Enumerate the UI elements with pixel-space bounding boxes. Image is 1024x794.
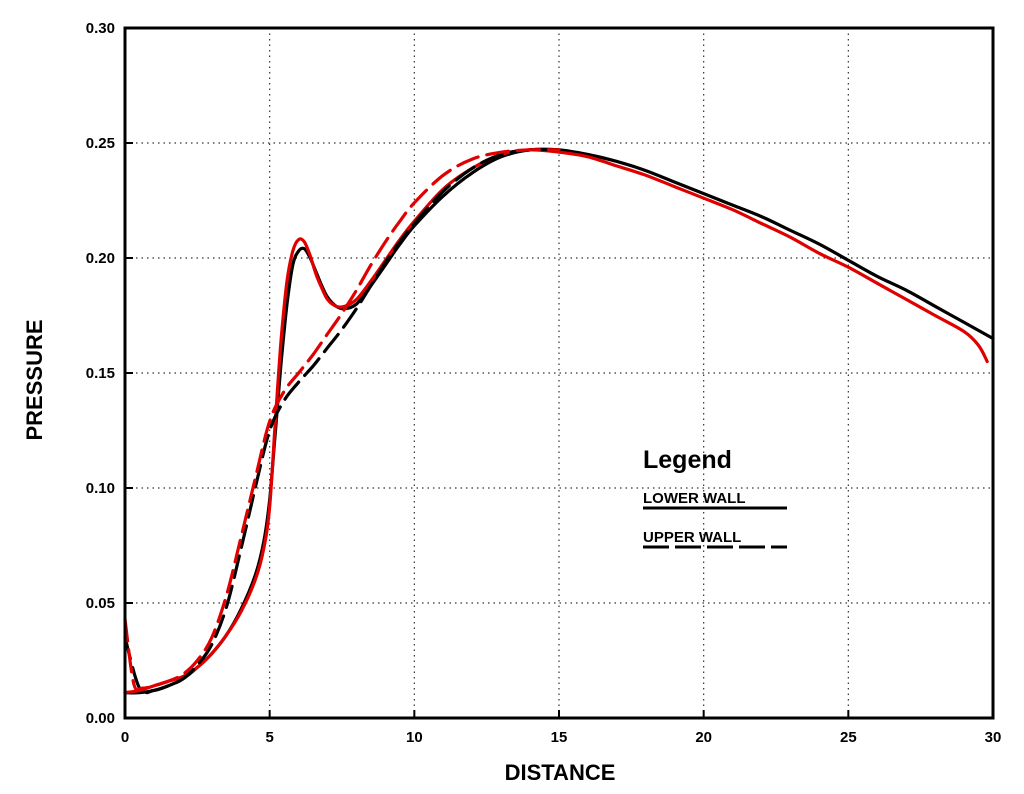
y-tick-label: 0.15 [86, 365, 115, 382]
x-tick-label: 25 [840, 729, 857, 746]
x-tick-label: 0 [121, 729, 129, 746]
y-tick-label: 0.05 [86, 595, 115, 612]
x-tick-label: 15 [551, 729, 568, 746]
y-tick-label: 0.10 [86, 480, 115, 497]
axis-ticks: 0 5 10 15 20 25 30 0.00 0.05 0.10 0.15 0.20 0.25 0.30 [86, 20, 1002, 746]
y-tick-label: 0.20 [86, 250, 115, 267]
series-line-upper-wall-red [123, 148, 561, 692]
y-tick-label: 0.00 [86, 710, 115, 727]
y-axis-title: PRESSURE [22, 319, 47, 440]
series-line-upper-wall-black [123, 147, 561, 695]
y-tick-label: 0.25 [86, 135, 115, 152]
x-tick-label: 10 [406, 729, 423, 746]
legend: Legend LOWER WALL UPPER WALL [643, 446, 787, 549]
x-tick-label: 20 [695, 729, 712, 746]
legend-entry-upper-wall: UPPER WALL [643, 529, 741, 546]
grid-lines [125, 28, 993, 718]
x-tick-label: 30 [985, 729, 1002, 746]
series-lines [123, 147, 995, 695]
x-tick-label: 5 [265, 729, 273, 746]
x-axis-title: DISTANCE [505, 760, 616, 785]
series-line-lower-wall-red [123, 148, 989, 695]
legend-entry-lower-wall: LOWER WALL [643, 490, 745, 507]
y-tick-label: 0.30 [86, 20, 115, 37]
legend-title: Legend [643, 446, 732, 474]
